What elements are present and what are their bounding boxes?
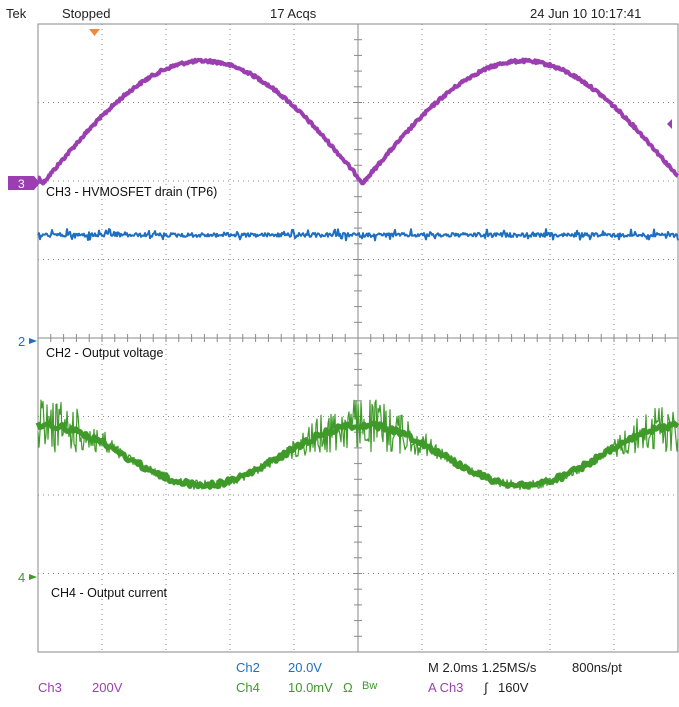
ohm-termination-icon: Ω — [343, 680, 353, 695]
timestamp: 24 Jun 10 10:17:41 — [530, 6, 642, 21]
trigger-position-marker[interactable] — [89, 29, 100, 36]
record-length-readout: 800ns/pt — [572, 660, 622, 675]
ch2-readout-name[interactable]: Ch2 — [236, 660, 260, 675]
ch2-readout-scale[interactable]: 20.0V — [288, 660, 322, 675]
ch3-readout-name[interactable]: Ch3 — [38, 680, 62, 695]
ch3-reference-marker[interactable]: 3 — [8, 176, 40, 191]
ch2-reference-marker[interactable]: 2 — [18, 334, 37, 349]
ch4-readout-name[interactable]: Ch4 — [236, 680, 260, 695]
ch4-trace-label: CH4 - Output current — [51, 586, 168, 600]
acquisition-status[interactable]: Stopped — [62, 6, 111, 21]
graticule — [37, 23, 679, 653]
status-bar: Tek Stopped 17 Acqs 24 Jun 10 10:17:41 — [0, 0, 679, 26]
ch2-marker-number: 2 — [18, 334, 25, 349]
ch4-readout-scale[interactable]: 10.0mV — [288, 680, 333, 695]
ch3-waveform — [37, 57, 679, 186]
acquisition-count: 17 Acqs — [270, 6, 317, 21]
trigger-source-readout[interactable]: A Ch3 — [428, 680, 464, 695]
bandwidth-limit-icon: Bw — [362, 680, 378, 692]
trigger-level-readout[interactable]: 160V — [498, 680, 529, 695]
ch3-readout-scale[interactable]: 200V — [92, 680, 123, 695]
brand-label: Tek — [6, 6, 27, 21]
ch4-waveform-core — [35, 420, 679, 490]
trigger-slope-icon: ∫ — [484, 680, 488, 695]
timebase-readout[interactable]: M 2.0ms 1.25MS/s — [428, 660, 537, 675]
ch3-marker-number: 3 — [18, 177, 25, 191]
ch2-trace-label: CH2 - Output voltage — [46, 346, 163, 360]
ch3-trigger-level-marker[interactable] — [667, 119, 672, 129]
ch2-waveform — [37, 228, 679, 242]
ch4-reference-marker[interactable]: 4 — [18, 570, 37, 585]
ch4-marker-number: 4 — [18, 570, 25, 585]
ch3-trace-label: CH3 - HVMOSFET drain (TP6) — [46, 185, 217, 199]
